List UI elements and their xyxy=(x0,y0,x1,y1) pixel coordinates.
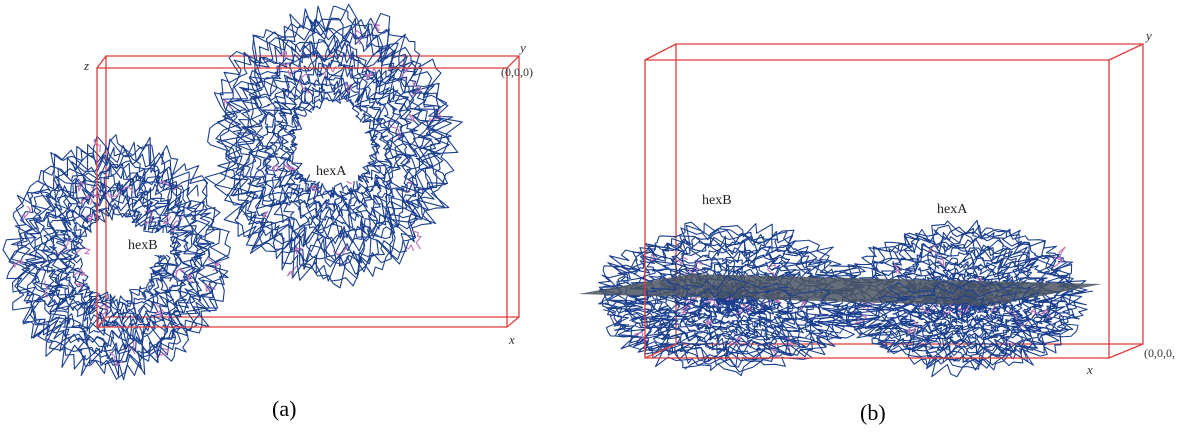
side-chain-trace xyxy=(85,214,94,223)
backbone-trace xyxy=(687,303,773,333)
side-chain-trace xyxy=(364,67,377,82)
backbone-trace xyxy=(283,88,380,199)
side-chain-trace xyxy=(105,185,135,198)
backbone-trace xyxy=(893,256,1035,343)
backbone-trace xyxy=(599,227,861,368)
molecule-label-hexA: hexA xyxy=(316,164,347,179)
side-chain-trace xyxy=(937,254,945,268)
backbone-trace xyxy=(19,146,218,366)
side-chain-trace xyxy=(408,113,416,123)
side-chain-trace xyxy=(76,247,91,255)
side-chain-trace xyxy=(767,264,777,276)
side-chain-trace xyxy=(205,283,216,293)
backbone-trace xyxy=(926,302,1005,333)
backbone-trace xyxy=(844,280,1079,357)
axis-label-y-b: y xyxy=(1144,28,1152,43)
side-chain-trace xyxy=(800,301,807,311)
backbone-trace xyxy=(58,189,178,325)
axis-label-z-a: z xyxy=(83,58,89,73)
side-chain-trace xyxy=(272,165,280,172)
panel-b: y x (0,0,0, hexB hexA (b) xyxy=(578,28,1175,425)
backbone-trace xyxy=(644,249,807,347)
backbone-trace xyxy=(224,18,443,273)
molecule-label-hexB: hexB xyxy=(128,238,158,253)
backbone-trace xyxy=(207,5,455,287)
side-chain-trace xyxy=(404,243,415,252)
molecule-label-hexB-b: hexB xyxy=(702,193,732,208)
axis-label-x-a: x xyxy=(508,332,515,347)
side-chain-trace xyxy=(283,163,298,171)
protein-hexB xyxy=(2,134,231,381)
side-chain-trace xyxy=(399,61,410,81)
side-chain-trace xyxy=(1030,303,1040,318)
origin-label-b: (0,0,0, xyxy=(1144,346,1175,360)
side-chain-trace xyxy=(277,50,288,59)
simulation-box-front-a xyxy=(96,67,520,328)
origin-label-a: (0,0,0) xyxy=(501,65,533,79)
label-bg-hexA xyxy=(312,159,358,181)
side-chain-trace xyxy=(680,295,698,312)
side-chain-trace xyxy=(170,213,183,233)
backbone-trace xyxy=(72,210,164,307)
side-chain-trace xyxy=(73,268,86,277)
panel-a: y z x (0,0,0) hexA hexB (a) xyxy=(2,3,533,421)
backbone-trace xyxy=(652,295,804,342)
backbone-trace xyxy=(258,62,404,230)
backbone-trace xyxy=(238,35,436,258)
caption-a: (a) xyxy=(272,396,296,421)
backbone-trace xyxy=(31,162,209,353)
side-chain-trace xyxy=(893,261,900,275)
side-chain-trace xyxy=(1056,246,1066,260)
backbone-trace xyxy=(875,285,1052,349)
side-chain-trace xyxy=(143,210,153,225)
side-chain-trace xyxy=(21,205,32,221)
protein-hexB-overlay xyxy=(606,275,863,361)
side-chain-trace xyxy=(162,211,172,225)
simulation-box-front-b xyxy=(644,59,1144,359)
backbone-trace xyxy=(15,157,218,363)
backbone-trace xyxy=(288,94,378,198)
backbone-trace xyxy=(896,295,1031,343)
side-chain-trace xyxy=(40,280,49,298)
side-chain-trace xyxy=(298,72,312,94)
side-chain-trace xyxy=(155,347,170,359)
backbone-trace xyxy=(878,239,1058,356)
backbone-trace xyxy=(264,64,405,221)
backbone-trace xyxy=(856,231,1076,363)
backbone-trace xyxy=(598,224,866,373)
backbone-trace xyxy=(268,75,393,214)
side-chain-trace xyxy=(292,247,303,255)
backbone-trace xyxy=(2,136,230,380)
side-chain-trace xyxy=(12,259,23,269)
side-chain-trace xyxy=(1050,254,1065,269)
side-chain-trace xyxy=(77,195,94,206)
side-chain-trace xyxy=(411,230,423,250)
protein-hexA-overlay xyxy=(844,280,1079,357)
molecule-label-hexA-b: hexA xyxy=(937,202,968,217)
side-chain-trace xyxy=(174,268,185,280)
axis-label-y-a: y xyxy=(518,40,526,55)
side-chain-trace xyxy=(372,22,382,34)
side-chain-trace xyxy=(343,82,353,94)
label-bg-hexB xyxy=(124,233,170,255)
backbone-trace xyxy=(6,134,231,381)
side-chain-trace xyxy=(286,69,296,77)
backbone-trace xyxy=(606,275,863,361)
backbone-trace xyxy=(658,262,795,336)
side-chain-trace xyxy=(109,351,124,367)
backbone-trace xyxy=(204,3,463,289)
side-chain-trace xyxy=(920,302,935,314)
side-chain-trace xyxy=(633,331,646,342)
backbone-trace xyxy=(215,17,442,270)
backbone-trace xyxy=(246,47,414,243)
caption-b: (b) xyxy=(860,400,886,425)
side-chain-trace xyxy=(286,265,298,280)
protein-hexA xyxy=(204,3,463,289)
side-chain-trace xyxy=(912,320,920,336)
backbone-trace xyxy=(626,286,834,351)
side-chain-trace xyxy=(187,273,194,283)
axis-label-x-b: x xyxy=(1086,362,1093,377)
side-chain-trace xyxy=(411,80,423,97)
